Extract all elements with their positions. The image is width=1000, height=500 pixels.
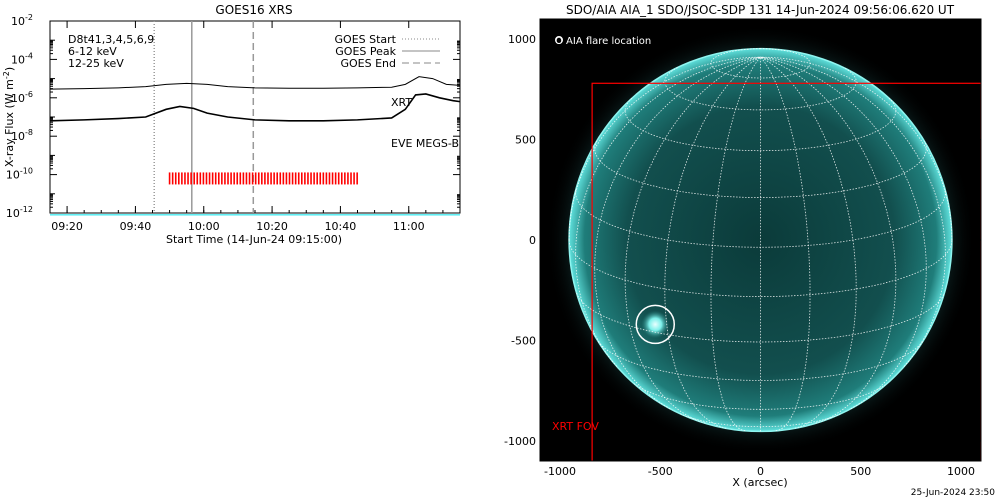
aia-legend: O AIA flare location — [555, 36, 651, 47]
aia-title: SDO/AIA AIA_1 SDO/JSOC-SDP 131 14-Jun-20… — [566, 3, 955, 17]
grid-line — [633, 383, 888, 410]
xrt-fov-label: XRT FOV — [552, 420, 599, 433]
goes-ytick-label: 10-10 — [6, 167, 33, 182]
aia-xtick-label: -500 — [648, 465, 673, 478]
goes-legend-left-item: D8t41,3,4,5,6,9 — [68, 33, 154, 46]
goes-legend-right-item: GOES End — [340, 57, 396, 70]
goes-ytick-label-exp: -12 — [20, 205, 33, 214]
grid-line — [575, 189, 946, 248]
goes-legend-left-item: 12-25 keV — [68, 57, 124, 70]
goes-series-line-1 — [49, 93, 461, 122]
aia-ytick-label: -500 — [511, 334, 536, 347]
goes-ytick-label-base: 10 — [11, 15, 25, 28]
goes-ylabel-sup: -2 — [2, 71, 11, 79]
grid-line — [760, 56, 897, 424]
grid-line — [597, 341, 924, 381]
goes-title: GOES16 XRS — [215, 3, 292, 17]
aia-xtick-label: -1000 — [544, 465, 576, 478]
grid-line — [760, 56, 946, 367]
goes-xlabel: Start Time (14-Jun-24 09:15:00) — [166, 233, 342, 246]
flare-location-marker — [635, 304, 676, 345]
goes-ytick-label-base: 10 — [11, 92, 25, 105]
grid-line — [664, 67, 857, 111]
goes-xtick-label: 09:40 — [120, 220, 152, 233]
goes-ylabel-text: X-ray Flux (W m — [3, 79, 16, 167]
goes-ytick-label-base: 10 — [6, 207, 20, 220]
goes-ytick-label-exp: -2 — [25, 13, 33, 22]
eve-megs-b-annotation: EVE MEGS-B — [391, 137, 459, 150]
goes-xtick-label: 09:20 — [51, 220, 83, 233]
goes-legend-left-item: 6-12 keV — [68, 45, 117, 58]
goes-xtick-label: 10:20 — [256, 220, 288, 233]
goes-ylabel-close: ) — [3, 67, 16, 71]
grid-line — [710, 48, 811, 79]
goes-ytick-label-exp: -6 — [25, 90, 33, 99]
flare-glow — [641, 310, 670, 339]
goes-ytick-label-exp: -8 — [25, 128, 33, 137]
goes-ytick-label-base: 10 — [11, 53, 25, 66]
footer-timestamp: 25-Jun-2024 23:50 — [911, 488, 995, 498]
goes-ytick-label: 10-8 — [11, 128, 33, 143]
grid-line — [594, 140, 927, 199]
legend-circle-icon — [555, 36, 563, 44]
heliographic-grid — [568, 48, 953, 432]
goes-ytick-label: 10-12 — [6, 205, 33, 220]
goes-xtick-label: 11:00 — [393, 220, 425, 233]
goes-ytick-label: 10-4 — [11, 51, 33, 66]
goes-ytick-label: 10-2 — [11, 13, 33, 28]
grid-line — [624, 56, 761, 424]
goes-xtick-label: 10:40 — [325, 220, 357, 233]
aia-xlabel: X (arcsec) — [732, 476, 787, 489]
goes-ytick-label-exp: -4 — [25, 51, 33, 60]
goes-legend-right-item: GOES Peak — [335, 45, 396, 58]
xrt-annotation: XRT — [391, 96, 412, 109]
aia-ytick-label: 1000 — [508, 33, 536, 46]
goes-xtick-label: 10:00 — [188, 220, 220, 233]
grid-line — [624, 98, 897, 152]
aia-ytick-label: 0 — [529, 234, 536, 247]
aia-xtick-label: 500 — [850, 465, 871, 478]
goes-ytick-label-base: 10 — [11, 130, 25, 143]
goes-ytick-label-base: 10 — [6, 169, 20, 182]
goes-series-line-0 — [49, 76, 461, 90]
grid-line — [680, 413, 841, 428]
aia-xtick-label: 0 — [757, 465, 764, 478]
grid-line — [575, 56, 761, 367]
goes-ytick-label: 10-6 — [11, 90, 33, 105]
goes-legend-right-item: GOES Start — [335, 33, 397, 46]
aia-ytick-label: -1000 — [504, 435, 536, 448]
aia-ytick-label: 500 — [515, 134, 536, 147]
grid-line — [568, 239, 953, 298]
grid-line — [576, 292, 945, 343]
goes-ylabel: X-ray Flux (W m-2) — [2, 67, 16, 167]
aia-xtick-label: 1000 — [947, 465, 975, 478]
goes-ytick-label-exp: -10 — [20, 167, 33, 176]
